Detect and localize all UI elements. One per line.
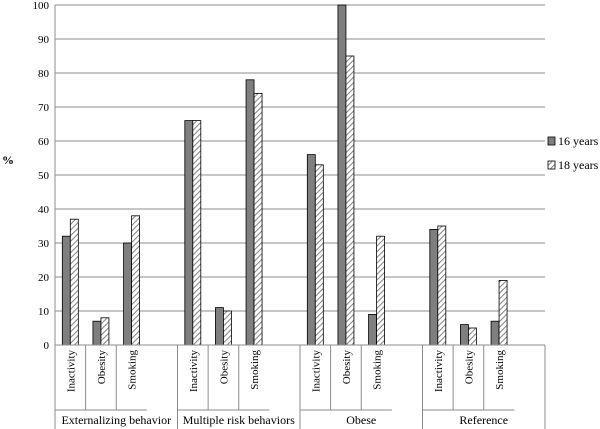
bar	[498, 279, 508, 346]
category-label: Smoking	[127, 350, 139, 390]
bar	[184, 120, 194, 346]
bar	[253, 93, 263, 346]
y-tick-label: 10	[38, 306, 50, 318]
bar	[69, 218, 79, 346]
legend-swatch	[547, 160, 556, 170]
bar	[345, 55, 355, 346]
bar	[376, 235, 385, 346]
category-label: Smoking	[494, 350, 506, 390]
category-label: Obesity	[96, 350, 108, 385]
y-tick-label: 90	[38, 34, 50, 46]
legend-swatch	[547, 136, 556, 146]
bar	[245, 79, 255, 346]
y-tick-label: 100	[33, 0, 50, 12]
bar	[61, 235, 71, 346]
group-label: Obese	[346, 413, 376, 427]
y-axis-ticks: 0 10 20 30 40 50 60 70 80 90 100	[33, 0, 50, 352]
bar	[131, 215, 140, 346]
category-label: Inactivity	[65, 350, 77, 393]
bar	[337, 4, 347, 346]
category-label: Obesity	[341, 350, 353, 385]
legend: 16 years 18 years	[547, 134, 599, 172]
bar	[192, 120, 202, 346]
bar	[429, 228, 439, 346]
y-tick-label: 20	[38, 272, 50, 284]
bar	[490, 320, 500, 346]
legend-label: 18 years	[558, 158, 599, 172]
y-tick-label: 60	[38, 136, 50, 148]
group-label: Externalizing behavior	[61, 413, 171, 427]
bar	[92, 320, 102, 346]
category-label: Inactivity	[310, 350, 322, 393]
category-label: Smoking	[249, 350, 261, 390]
bar	[306, 154, 316, 346]
bar	[468, 327, 477, 346]
bar	[123, 242, 132, 346]
bar	[100, 317, 110, 346]
y-axis-label: %	[2, 153, 14, 167]
bar	[368, 313, 377, 346]
group-label: Reference	[459, 413, 508, 427]
category-label: Smoking	[372, 350, 384, 390]
y-tick-label: 70	[38, 102, 50, 114]
y-tick-label: 40	[38, 204, 50, 216]
y-tick-label: 80	[38, 68, 50, 80]
legend-label: 16 years	[558, 134, 599, 148]
category-label: Inactivity	[433, 350, 445, 393]
category-label: Inactivity	[188, 350, 200, 393]
y-tick-label: 30	[38, 238, 50, 250]
group-label: Multiple risk behaviors	[183, 413, 295, 427]
category-labels: Inactivity Obesity Smoking Inactivity Obesit…	[65, 345, 506, 410]
category-label: Obesity	[463, 350, 475, 385]
y-tick-label: 0	[44, 340, 50, 352]
bar	[215, 307, 224, 346]
bar	[223, 310, 232, 346]
bars	[61, 4, 508, 346]
bar	[314, 164, 324, 346]
bar	[437, 225, 447, 346]
category-label: Obesity	[218, 350, 230, 385]
group-labels: Externalizing behavior Multiple risk beha…	[55, 345, 546, 429]
y-tick-label: 50	[38, 170, 50, 182]
bar	[460, 324, 469, 346]
